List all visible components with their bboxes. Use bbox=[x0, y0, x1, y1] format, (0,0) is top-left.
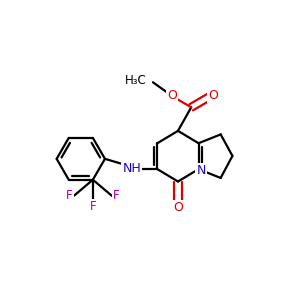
Text: F: F bbox=[90, 200, 96, 213]
Text: O: O bbox=[173, 201, 183, 214]
Text: F: F bbox=[66, 189, 73, 203]
Text: N: N bbox=[196, 164, 206, 176]
Text: O: O bbox=[208, 89, 218, 102]
Text: F: F bbox=[113, 189, 120, 203]
Text: O: O bbox=[167, 89, 177, 102]
Text: NH: NH bbox=[122, 162, 141, 175]
Text: H₃C: H₃C bbox=[125, 74, 147, 87]
